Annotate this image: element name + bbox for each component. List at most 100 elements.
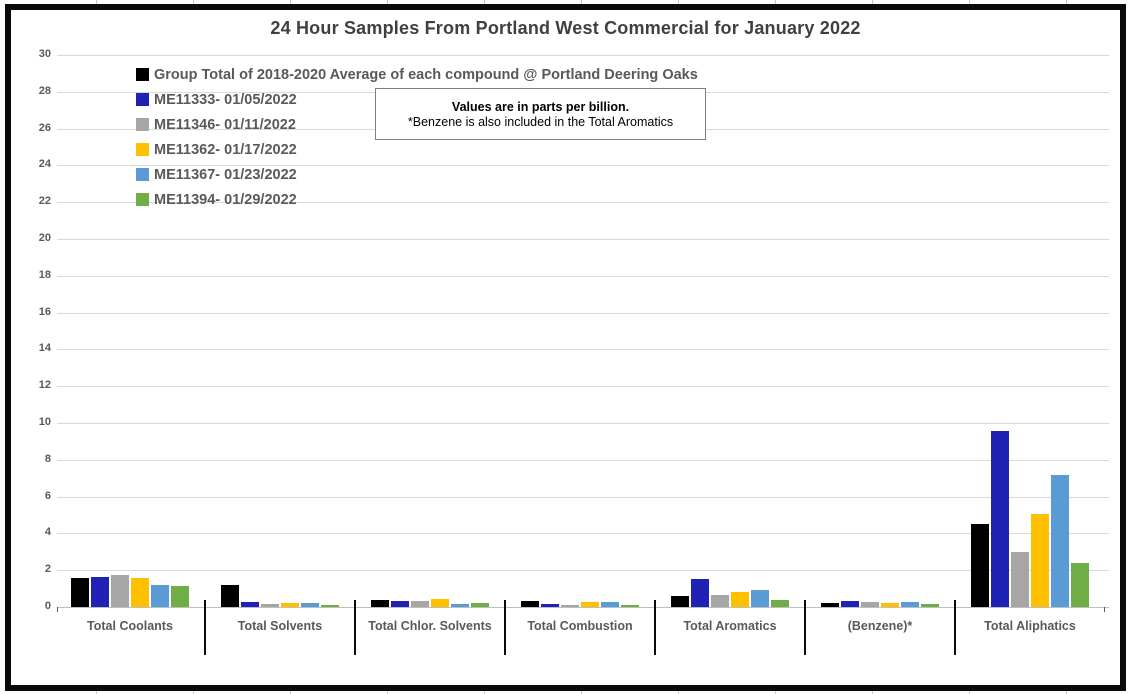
legend-swatch <box>136 168 149 181</box>
bar <box>991 431 1009 607</box>
y-axis-tick-label: 30 <box>38 48 51 60</box>
legend-label: ME11346- 01/11/2022 <box>154 116 296 133</box>
y-axis-tick-label: 2 <box>44 563 51 576</box>
chart-object[interactable]: 24 Hour Samples From Portland West Comme… <box>5 4 1126 691</box>
y-axis-tick-label: 8 <box>44 452 51 465</box>
y-axis-tick-label: 6 <box>44 489 51 502</box>
bar <box>1051 475 1069 607</box>
y-axis-tick-label: 20 <box>38 232 51 244</box>
bar <box>391 601 409 607</box>
gridline <box>57 312 1109 314</box>
legend-item: Group Total of 2018-2020 Average of each… <box>136 62 698 87</box>
bar <box>771 600 789 607</box>
bar <box>151 585 169 607</box>
category-label: Total Combustion <box>527 619 633 633</box>
note-box: Values are in parts per billion. *Benzen… <box>375 88 706 140</box>
category-label: Total Solvents <box>237 619 323 633</box>
bar <box>451 604 469 607</box>
bar-group <box>655 55 805 607</box>
category-separator <box>354 600 356 655</box>
category-label: Total Aliphatics <box>984 619 1076 633</box>
gridline <box>57 459 1109 461</box>
gridline <box>57 570 1109 572</box>
gridline <box>57 533 1109 535</box>
bar <box>711 595 729 607</box>
bar <box>471 603 489 607</box>
y-axis-tick-label: 10 <box>38 416 51 428</box>
category-separator <box>204 600 206 655</box>
gridline <box>57 239 1109 240</box>
bar-group <box>955 55 1105 607</box>
legend-swatch <box>136 68 149 81</box>
bar <box>371 600 389 607</box>
note-units-text: Values are in parts per billion. <box>451 99 630 114</box>
legend-item: ME11394- 01/29/2022 <box>136 187 698 212</box>
y-axis-tick-label: 12 <box>38 379 51 392</box>
bar <box>971 524 989 607</box>
bar <box>881 603 899 607</box>
bar <box>581 602 599 607</box>
legend-label: Group Total of 2018-2020 Average of each… <box>154 66 698 83</box>
category-separator <box>504 600 506 655</box>
legend-label: ME11333- 01/05/2022 <box>154 91 297 108</box>
legend-label: ME11362- 01/17/2022 <box>154 141 297 158</box>
y-axis-tick-label: 0 <box>44 600 51 612</box>
legend-label: ME11367- 01/23/2022 <box>154 166 297 183</box>
bar <box>541 604 559 607</box>
bar <box>561 605 579 607</box>
category-separator <box>954 600 956 655</box>
gridline <box>57 349 1109 351</box>
category-separator <box>654 600 656 655</box>
y-axis-tick-label: 14 <box>38 342 51 355</box>
bar-group <box>805 55 955 607</box>
bar <box>301 603 319 607</box>
bar <box>1011 552 1029 607</box>
legend-swatch <box>136 193 149 206</box>
legend-label: ME11394- 01/29/2022 <box>154 191 297 208</box>
gridline <box>57 386 1109 388</box>
y-axis-tick-label: 4 <box>44 526 51 539</box>
bar <box>751 590 769 607</box>
axis-tick <box>57 607 58 612</box>
bar <box>861 602 879 607</box>
bar <box>241 602 259 607</box>
bar <box>411 601 429 607</box>
bar <box>921 604 939 607</box>
bar <box>261 604 279 607</box>
gridline <box>57 165 1109 167</box>
gridline <box>57 423 1109 424</box>
y-axis-tick-label: 22 <box>38 195 51 208</box>
bar <box>221 585 239 607</box>
bar-group <box>55 55 205 607</box>
note-benzene-text: *Benzene is also included in the Total A… <box>407 114 674 129</box>
legend-swatch <box>136 143 149 156</box>
bar <box>1031 514 1049 607</box>
y-axis-tick-label: 26 <box>38 121 51 134</box>
bar-group <box>205 55 355 607</box>
bar <box>621 605 639 607</box>
legend-swatch <box>136 93 149 106</box>
gridline <box>57 55 1109 56</box>
legend-item: ME11346- 01/11/2022 <box>136 112 698 137</box>
bar <box>691 579 709 607</box>
bar <box>321 605 339 607</box>
category-label: Total Aromatics <box>683 619 777 633</box>
bar <box>601 602 619 607</box>
bar <box>71 578 89 607</box>
y-axis-tick-label: 16 <box>38 305 51 318</box>
bar-group <box>355 55 505 607</box>
gridline <box>57 496 1109 498</box>
bar <box>841 601 859 607</box>
gridline <box>57 275 1109 277</box>
category-separator <box>804 600 806 655</box>
legend-item: ME11367- 01/23/2022 <box>136 162 698 187</box>
gridline <box>57 202 1109 204</box>
axis-tick <box>1104 607 1105 612</box>
category-label: Total Chlor. Solvents <box>368 619 492 633</box>
category-label: (Benzene)* <box>847 619 913 633</box>
bar <box>731 592 749 607</box>
y-axis-tick-label: 24 <box>38 158 51 171</box>
x-axis-line <box>57 607 1109 608</box>
bar <box>281 603 299 607</box>
bar-group <box>505 55 655 607</box>
